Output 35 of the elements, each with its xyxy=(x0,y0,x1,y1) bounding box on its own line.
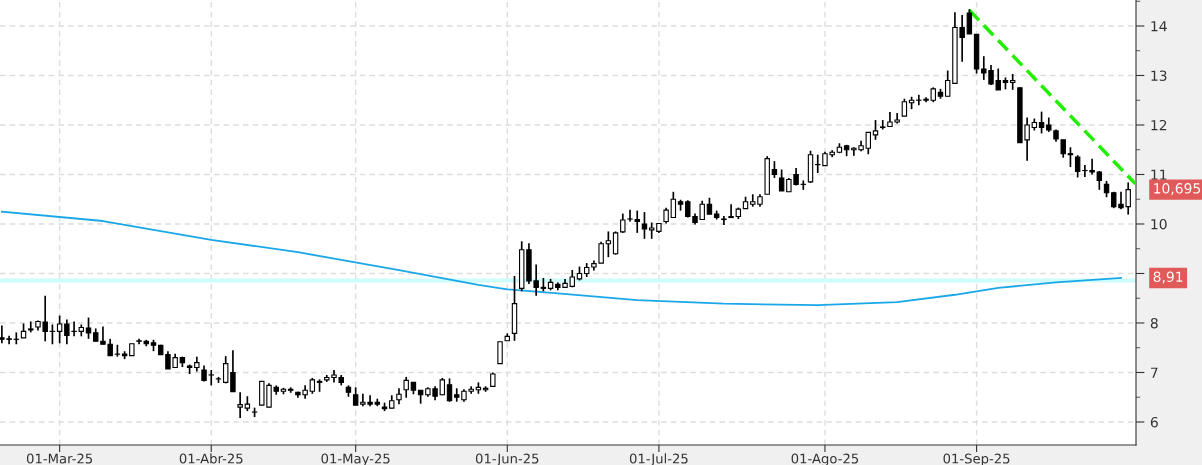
candlestick xyxy=(1038,110,1045,135)
candlestick xyxy=(497,340,503,365)
candlestick xyxy=(641,211,648,240)
candlestick xyxy=(612,230,619,256)
candlestick xyxy=(872,119,879,141)
candlestick xyxy=(49,323,56,346)
text: 10,695 xyxy=(1154,183,1201,196)
y-tick-label: 14 xyxy=(1151,21,1167,32)
y-tick-label: 12 xyxy=(1151,119,1167,131)
candlestick xyxy=(670,190,677,219)
y-tick-label: 8 xyxy=(1150,317,1158,329)
y-tick-label: 6 xyxy=(1150,416,1158,428)
candlestick xyxy=(56,314,63,345)
x-tick-label: 01-Abr-25 xyxy=(179,453,243,464)
candlestick xyxy=(446,377,453,403)
candlestick xyxy=(1067,146,1074,168)
text: 8,91 xyxy=(1153,271,1183,284)
y-tick-label: 10 xyxy=(1151,218,1167,230)
candlestick xyxy=(966,8,973,35)
candlestick xyxy=(13,331,20,346)
candlestick xyxy=(1009,73,1016,91)
candlestick xyxy=(721,215,727,226)
candlestick xyxy=(85,316,92,340)
x-tick-label: 01-Mar-25 xyxy=(26,453,93,464)
candlestick xyxy=(728,203,734,219)
candlestick xyxy=(403,376,409,399)
candlestick xyxy=(237,391,243,419)
y-tick-label: 13 xyxy=(1151,70,1167,81)
candlestick xyxy=(605,230,612,258)
y-tick-label: 7 xyxy=(1151,367,1158,378)
candlestick xyxy=(778,168,785,192)
candlestick xyxy=(1096,170,1103,191)
candlestick xyxy=(1074,154,1081,179)
line-series xyxy=(0,210,1122,307)
y-tick-label: 11 xyxy=(1151,169,1167,180)
